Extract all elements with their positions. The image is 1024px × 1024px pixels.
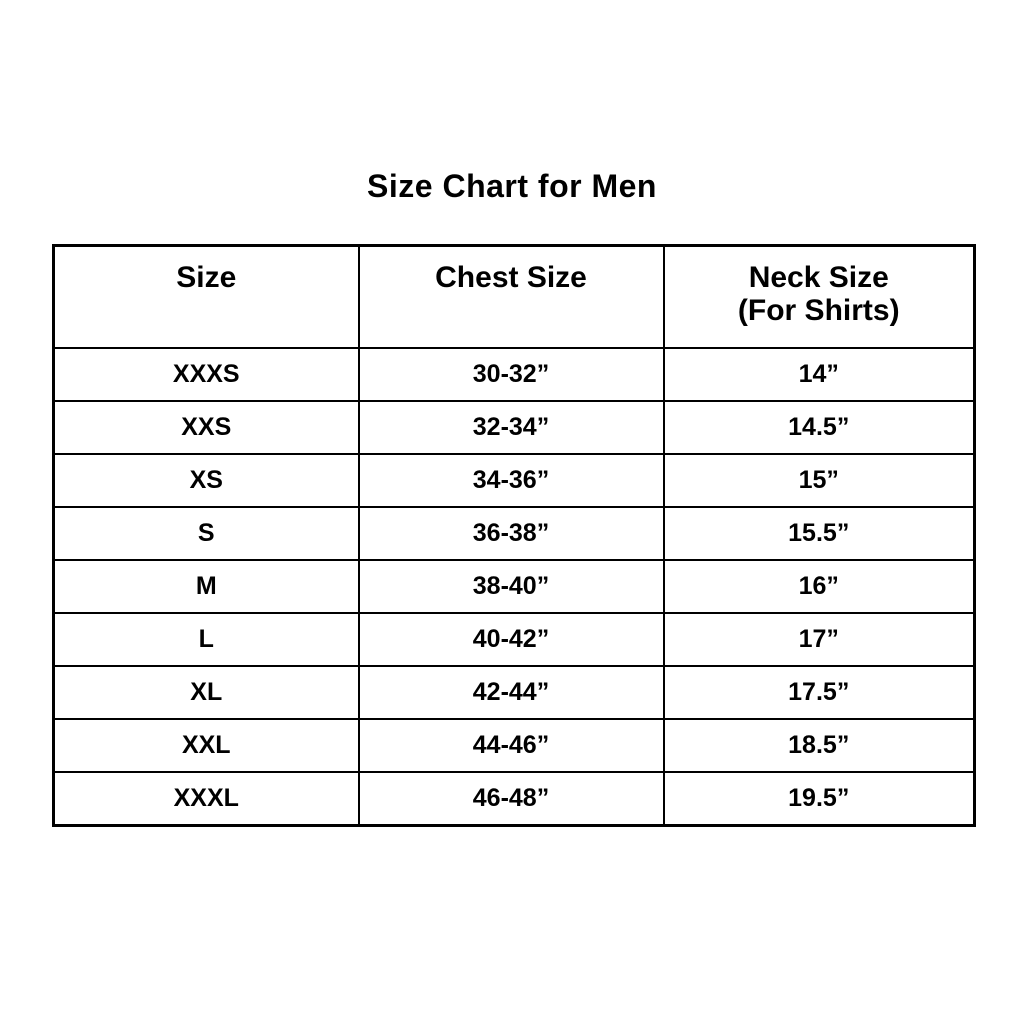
size-chart-table: Size Chest Size Neck Size (For Shirts) XXXS…	[52, 244, 976, 827]
page-title: Size Chart for Men	[367, 168, 657, 204]
column-header-label: Size	[176, 261, 237, 294]
table-cell: 16”	[662, 559, 976, 614]
table-cell: S	[52, 506, 360, 561]
table-cell: 17”	[662, 612, 976, 667]
table-row: L 40-42” 17”	[52, 612, 976, 667]
table-row: XXXS 30-32” 14”	[52, 347, 976, 402]
table-cell: XXL	[52, 718, 360, 773]
table-cell: XXXL	[52, 771, 360, 827]
table-cell: M	[52, 559, 360, 614]
table-cell: 38-40”	[357, 559, 665, 614]
table-row: XL 42-44” 17.5”	[52, 665, 976, 720]
table-cell: 32-34”	[357, 400, 665, 455]
table-cell: 36-38”	[357, 506, 665, 561]
table-row: S 36-38” 15.5”	[52, 506, 976, 561]
table-cell: L	[52, 612, 360, 667]
table-cell: 15.5”	[662, 506, 976, 561]
table-cell: 19.5”	[662, 771, 976, 827]
table-cell: 14”	[662, 347, 976, 402]
column-header-label: Neck Size	[748, 261, 889, 294]
table-cell: 15”	[662, 453, 976, 508]
table-cell: XXS	[52, 400, 360, 455]
table-cell: 44-46”	[357, 718, 665, 773]
column-header: Chest Size	[357, 244, 665, 349]
table-row: XS 34-36” 15”	[52, 453, 976, 508]
header-row: Size Chest Size Neck Size (For Shirts)	[52, 244, 976, 349]
table-body: XXXS 30-32” 14” XXS 32-34” 14.5” XS 34-36” 15” S 3…	[52, 347, 976, 827]
column-header-label: Chest Size	[435, 261, 587, 294]
column-header: Size	[52, 244, 360, 349]
table-row: XXL 44-46” 18.5”	[52, 718, 976, 773]
table-cell: 18.5”	[662, 718, 976, 773]
table-cell: 17.5”	[662, 665, 976, 720]
table-cell: XS	[52, 453, 360, 508]
table-header: Size Chest Size Neck Size (For Shirts)	[52, 244, 976, 349]
table-row: XXXL 46-48” 19.5”	[52, 771, 976, 827]
table-cell: XL	[52, 665, 360, 720]
table-cell: 14.5”	[662, 400, 976, 455]
table-cell: 30-32”	[357, 347, 665, 402]
table-cell: 46-48”	[357, 771, 665, 827]
table-cell: 34-36”	[357, 453, 665, 508]
table-cell: 42-44”	[357, 665, 665, 720]
column-header-sublabel: (For Shirts)	[737, 294, 900, 327]
table-row: XXS 32-34” 14.5”	[52, 400, 976, 455]
table-cell: XXXS	[52, 347, 360, 402]
table-row: M 38-40” 16”	[52, 559, 976, 614]
column-header: Neck Size (For Shirts)	[662, 244, 976, 349]
table-cell: 40-42”	[357, 612, 665, 667]
